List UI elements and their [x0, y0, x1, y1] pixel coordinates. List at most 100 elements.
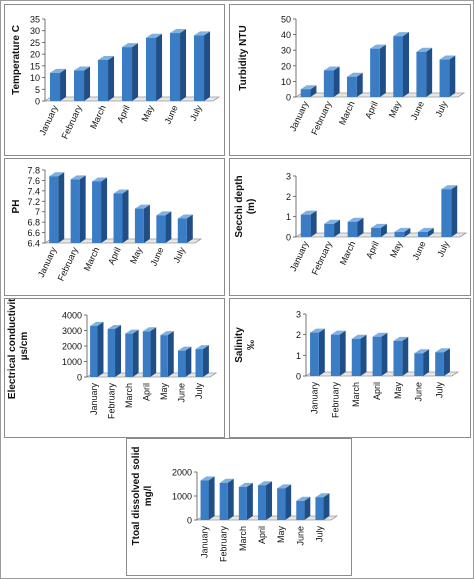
- bar-top: [145, 33, 163, 38]
- bar-side: [186, 214, 193, 243]
- bar-top: [323, 66, 340, 71]
- bar-front: [160, 335, 168, 377]
- bar-top: [351, 334, 367, 339]
- bar-front: [300, 214, 311, 237]
- bar-front: [372, 336, 382, 376]
- x-tick-label: July: [435, 382, 445, 399]
- x-tick-label: June: [414, 382, 424, 402]
- bar-side: [334, 219, 341, 237]
- bar: [296, 496, 311, 520]
- bar-side: [156, 33, 163, 101]
- bar-side: [451, 185, 458, 237]
- y-tick-label: 1: [286, 212, 291, 222]
- bar-top: [49, 172, 65, 177]
- x-tick-label: May: [159, 383, 169, 401]
- total-dissolved-solid-bar-chart: 0 1000 2000 January February March April May Jun…: [131, 447, 339, 562]
- bar-front: [330, 334, 340, 376]
- x-tick-label: May: [128, 245, 144, 265]
- y-tick-label: 10: [281, 77, 291, 87]
- y-axis-title: Temperature C: [11, 25, 22, 95]
- bar-side: [246, 482, 253, 520]
- bar: [134, 204, 150, 243]
- x-tick-label: January: [309, 382, 319, 415]
- x-tick-label: July: [433, 99, 449, 118]
- y-tick-label: 0: [286, 93, 291, 103]
- y-tick-label: 20: [30, 50, 40, 60]
- x-tick-label: March: [351, 382, 361, 407]
- bar: [393, 336, 409, 376]
- y-tick-label: 15: [30, 61, 40, 71]
- bar-side: [381, 332, 388, 376]
- bar-side: [202, 345, 209, 377]
- y-tick-label: 6.4: [27, 239, 40, 249]
- bar-top: [113, 189, 129, 194]
- bar: [90, 321, 104, 377]
- y-axis-title: Secchi depth: [234, 175, 245, 237]
- x-tick-label: July: [435, 239, 451, 258]
- y-axis-title: Electrical conductivity: [7, 299, 18, 399]
- y-tick-label: 5: [35, 85, 40, 95]
- bar-side: [180, 29, 187, 101]
- bar-side: [115, 324, 122, 377]
- y-tick-label: 0: [296, 372, 301, 382]
- y-tick-label: 2: [296, 330, 301, 340]
- bar: [330, 330, 346, 376]
- bar: [315, 493, 330, 520]
- bar: [238, 482, 253, 520]
- bar-front: [238, 486, 247, 520]
- bar-side: [310, 85, 317, 97]
- bar-top: [238, 482, 253, 487]
- y-tick-label: 2000: [62, 342, 82, 352]
- x-tick-label: June: [410, 240, 427, 262]
- bar: [439, 55, 456, 97]
- x-tick-label: February: [106, 383, 116, 420]
- bar: [300, 85, 317, 97]
- panel-temperature: 0 5 10 15 20 25 30 35 January February March April M…: [4, 4, 225, 156]
- bar-side: [58, 172, 65, 243]
- bar-front: [371, 227, 381, 237]
- y-tick-label: 3: [286, 172, 291, 182]
- y-axis-unit: (m): [246, 199, 257, 215]
- x-tick-label: May: [140, 103, 156, 123]
- bar-front: [177, 350, 186, 377]
- bar: [416, 47, 433, 97]
- x-tick-label: April: [372, 382, 382, 400]
- x-tick-label: June: [162, 104, 179, 126]
- panel-turbidity: 0 10 20 30 40 50 January February March April May J…: [229, 4, 471, 156]
- bar-top: [310, 328, 325, 333]
- x-tick-label: January: [288, 239, 311, 273]
- bar-front: [257, 485, 267, 520]
- y-tick-label: 6.6: [27, 228, 40, 238]
- bar: [142, 327, 157, 377]
- bar-top: [439, 55, 456, 60]
- bar-top: [372, 332, 388, 337]
- bar-side: [108, 56, 115, 101]
- bar: [113, 189, 129, 243]
- bar-side: [380, 223, 387, 237]
- bar-front: [219, 482, 228, 520]
- y-tick-label: 6.8: [27, 218, 40, 228]
- x-tick-label: March: [238, 526, 248, 551]
- bar-side: [333, 66, 340, 97]
- bar-side: [339, 330, 346, 376]
- bar-front: [393, 36, 404, 97]
- bar-top: [330, 330, 346, 335]
- bar-side: [357, 217, 364, 237]
- y-tick-label: 7.4: [27, 186, 40, 196]
- bar-side: [122, 189, 129, 243]
- bar-side: [84, 66, 91, 101]
- x-tick-label: March: [124, 383, 134, 408]
- bar-front: [370, 48, 380, 97]
- bar-top: [393, 32, 410, 37]
- bar-top: [121, 43, 139, 48]
- bar: [121, 43, 139, 101]
- bar-front: [177, 218, 187, 243]
- y-tick-label: 2: [286, 192, 291, 202]
- bar-top: [107, 324, 122, 329]
- bar-top: [97, 56, 115, 60]
- bar: [92, 177, 108, 243]
- bar-side: [360, 334, 367, 376]
- bar-front: [347, 221, 358, 237]
